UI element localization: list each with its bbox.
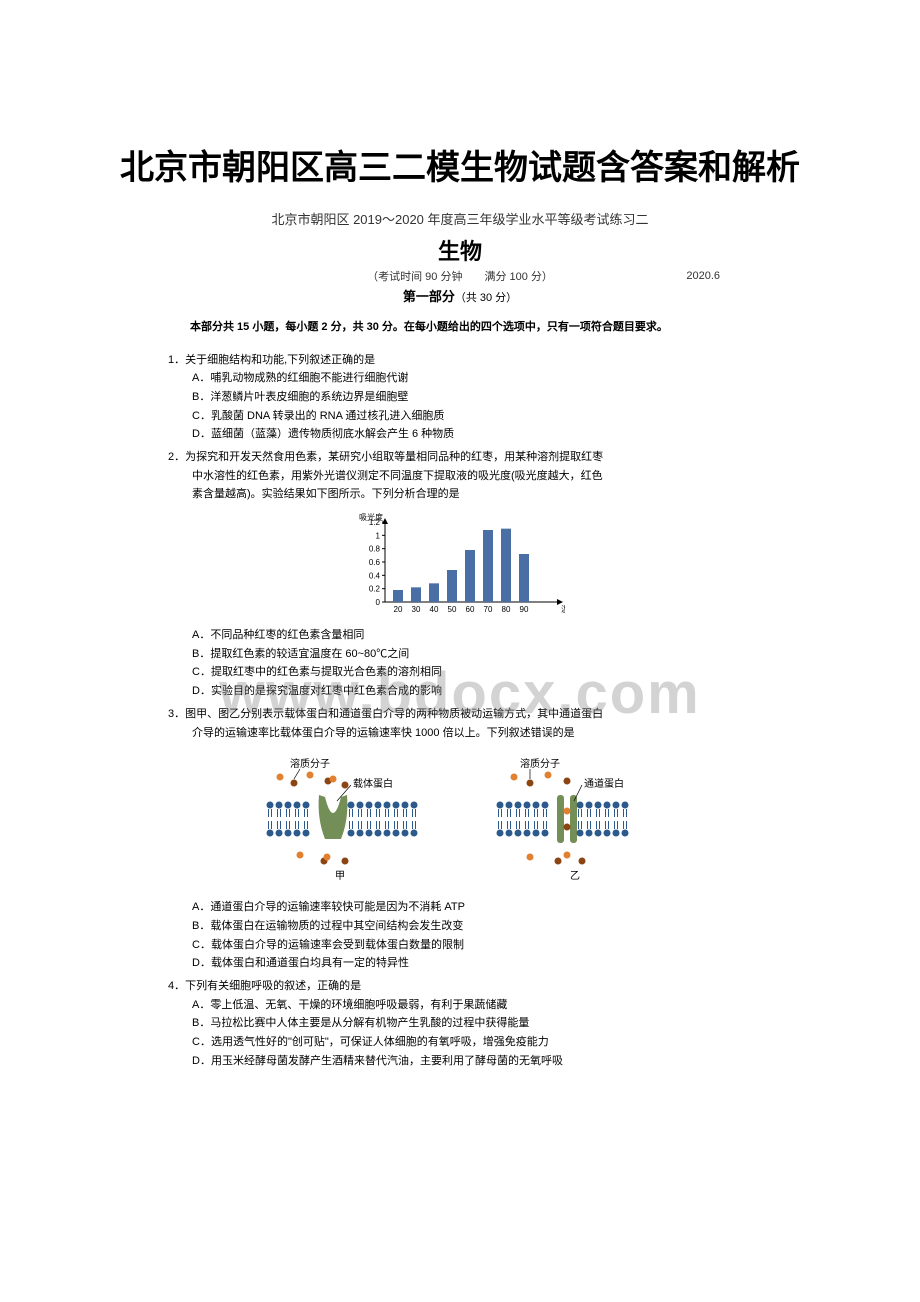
subject-title: 生物: [160, 234, 760, 266]
svg-text:溶质分子: 溶质分子: [520, 757, 560, 770]
q3-stem-2: 介导的运输速率比载体蛋白介导的运输速率快 1000 倍以上。下列叙述错误的是: [168, 724, 752, 743]
question-3: 3．图甲、图乙分别表示载体蛋白和通道蛋白介导的两种物质被动运输方式，其中通道蛋白…: [160, 705, 760, 973]
document-body: 北京市朝阳区 2019～2020 年度高三年级学业水平等级考试练习二 生物 20…: [160, 209, 760, 1070]
doc-date: 2020.6: [686, 270, 720, 282]
q2-option-c: C．提取红枣中的红色素与提取光合色素的溶剂相同: [192, 663, 752, 682]
svg-text:0.8: 0.8: [369, 545, 381, 554]
svg-text:70: 70: [484, 605, 493, 614]
doc-header: 北京市朝阳区 2019～2020 年度高三年级学业水平等级考试练习二: [160, 209, 760, 228]
question-2: 2．为探究和开发天然食用色素，某研究小组取等量相同品种的红枣，用某种溶剂提取红枣…: [160, 448, 760, 701]
q1-option-c: C．乳酸菌 DNA 转录出的 RNA 通过核孔进入细胞质: [192, 407, 752, 426]
q1-option-a: A．哺乳动物成熟的红细胞不能进行细胞代谢: [192, 369, 752, 388]
q4-option-a: A．零上低温、无氧、干燥的环境细胞呼吸最弱，有利于果蔬储藏: [192, 996, 752, 1015]
q2-stem-2: 中水溶性的红色素，用紫外光谱仪测定不同温度下提取液的吸光度(吸光度越大，红色: [168, 467, 752, 486]
question-4: 4．下列有关细胞呼吸的叙述，正确的是 A．零上低温、无氧、干燥的环境细胞呼吸最弱…: [160, 977, 760, 1070]
q4-option-c: C．选用透气性好的"创可贴"，可保证人体细胞的有氧呼吸，增强免疫能力: [192, 1033, 752, 1052]
q2-option-b: B．提取红色素的较适宜温度在 60~80℃之间: [192, 645, 752, 664]
q3-option-b: B．载体蛋白在运输物质的过程中其空间结构会发生改变: [192, 917, 752, 936]
q2-stem-1: 2．为探究和开发天然食用色素，某研究小组取等量相同品种的红枣，用某种溶剂提取红枣: [168, 448, 752, 467]
svg-text:甲: 甲: [335, 871, 345, 882]
svg-text:乙: 乙: [570, 870, 580, 882]
q3-option-a: A．通道蛋白介导的运输速率较快可能是因为不消耗 ATP: [192, 898, 752, 917]
q4-option-d: D．用玉米经酵母菌发酵产生酒精来替代汽油，主要利用了酵母菌的无氧呼吸: [192, 1052, 752, 1071]
page-title: 北京市朝阳区高三二模生物试题含答案和解析: [0, 0, 920, 209]
svg-text:90: 90: [520, 605, 529, 614]
q2-stem-3: 素含量越高)。实验结果如下图所示。下列分析合理的是: [168, 485, 752, 504]
q3-option-d: D．载体蛋白和通道蛋白均具有一定的特异性: [192, 954, 752, 973]
question-1: 1．关于细胞结构和功能,下列叙述正确的是 A．哺乳动物成熟的红细胞不能进行细胞代…: [160, 351, 760, 444]
svg-text:80: 80: [502, 605, 511, 614]
svg-text:60: 60: [466, 605, 475, 614]
q4-option-b: B．马拉松比赛中人体主要是从分解有机物产生乳酸的过程中获得能量: [192, 1014, 752, 1033]
svg-text:0.4: 0.4: [369, 571, 381, 580]
svg-text:0.2: 0.2: [369, 585, 381, 594]
exam-meta: （考试时间 90 分钟 满分 100 分）: [160, 268, 760, 284]
part-title: 第一部分（共 30 分）: [160, 286, 760, 305]
svg-text:温度/℃: 温度/℃: [561, 604, 565, 614]
absorbance-bar-chart: 吸光度00.20.40.60.811.22030405060708090温度/℃: [355, 510, 565, 620]
svg-text:1: 1: [376, 531, 381, 540]
svg-text:通道蛋白: 通道蛋白: [584, 777, 624, 790]
svg-text:0.6: 0.6: [369, 558, 381, 567]
svg-text:20: 20: [394, 605, 403, 614]
q3-option-c: C．载体蛋白介导的运输速率会受到载体蛋白数量的限制: [192, 936, 752, 955]
instruction: 本部分共 15 小题，每小题 2 分，共 30 分。在每小题给出的四个选项中，只…: [160, 319, 760, 337]
svg-text:30: 30: [412, 605, 421, 614]
q2-option-a: A．不同品种红枣的红色素含量相同: [192, 626, 752, 645]
q1-stem: 1．关于细胞结构和功能,下列叙述正确的是: [168, 351, 752, 370]
membrane-figure: 溶质分子载体蛋白甲 溶质分子通道蛋白乙: [168, 750, 752, 890]
q4-stem: 4．下列有关细胞呼吸的叙述，正确的是: [168, 977, 752, 996]
q1-option-d: D．蓝细菌（蓝藻）遗传物质彻底水解会产生 6 种物质: [192, 425, 752, 444]
q3-stem-1: 3．图甲、图乙分别表示载体蛋白和通道蛋白介导的两种物质被动运输方式，其中通道蛋白: [168, 705, 752, 724]
svg-text:40: 40: [430, 605, 439, 614]
q1-option-b: B．洋葱鳞片叶表皮细胞的系统边界是细胞壁: [192, 388, 752, 407]
svg-text:50: 50: [448, 605, 457, 614]
svg-text:溶质分子: 溶质分子: [290, 757, 330, 770]
q2-option-d: D．实验目的是探究温度对红枣中红色素合成的影响: [192, 682, 752, 701]
bar-chart-wrap: 吸光度00.20.40.60.811.22030405060708090温度/℃: [168, 510, 752, 620]
svg-text:1.2: 1.2: [369, 518, 381, 527]
svg-text:载体蛋白: 载体蛋白: [353, 777, 393, 790]
svg-text:0: 0: [376, 598, 381, 607]
